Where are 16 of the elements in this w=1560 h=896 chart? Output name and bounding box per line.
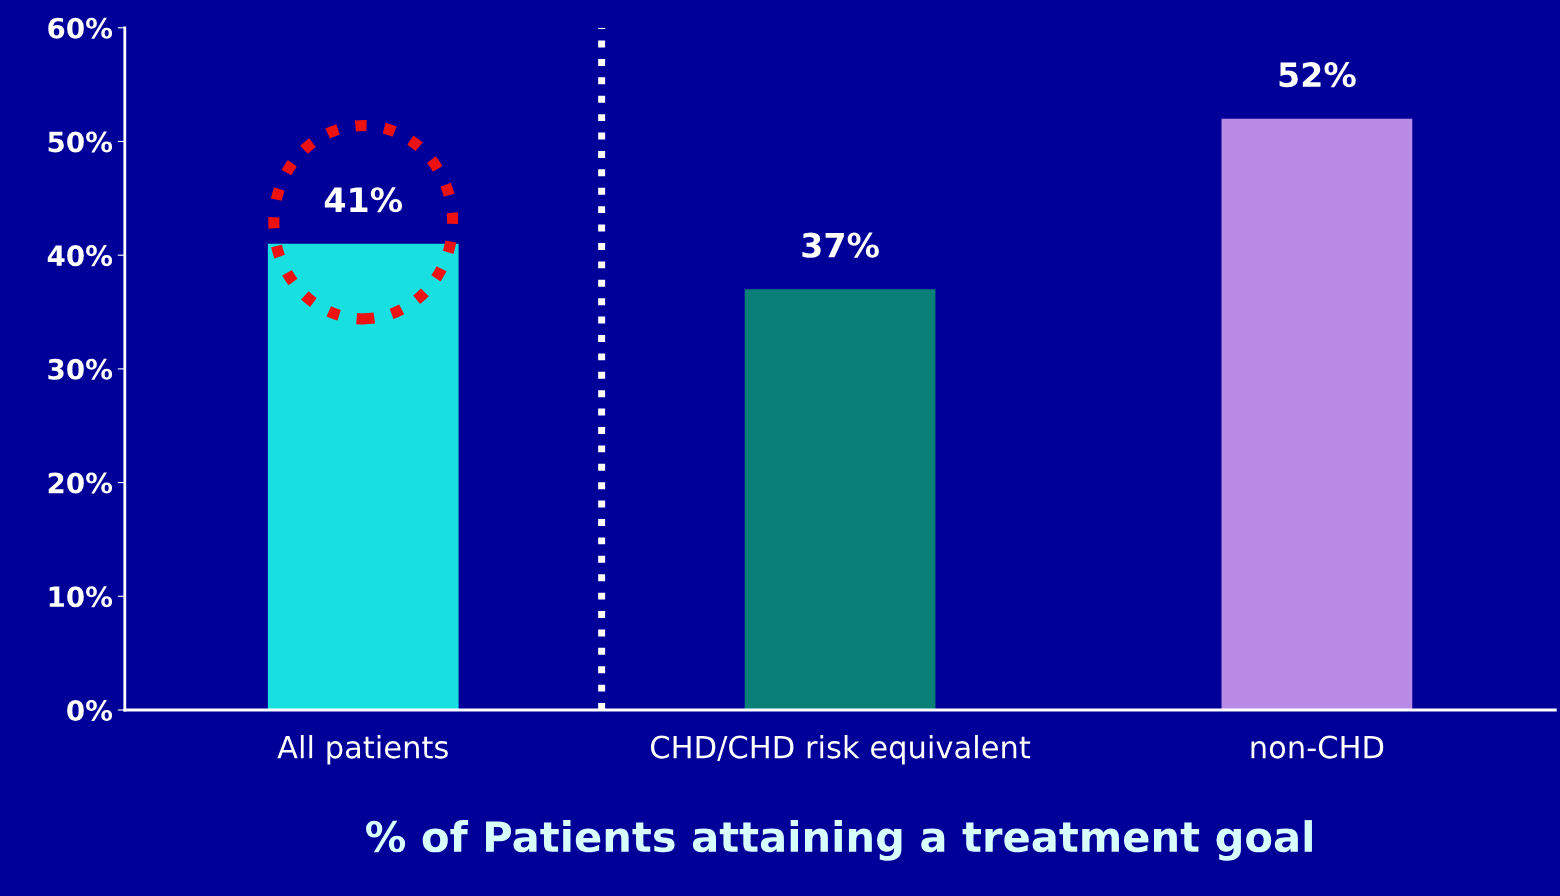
x-tick-label: All patients <box>277 734 448 765</box>
y-tick-label: 0% <box>67 699 113 721</box>
data-label: 52% <box>1279 62 1356 88</box>
y-tick-label: 50% <box>48 131 113 153</box>
y-tick-label: 30% <box>48 358 113 380</box>
x-axis-title: % of Patients attaining a treatment goal <box>366 820 1312 861</box>
y-tick-label: 40% <box>47 245 113 267</box>
data-label: 37% <box>802 232 879 258</box>
x-tick-label: CHD/CHD risk equivalent <box>651 734 1031 765</box>
bar <box>744 289 936 710</box>
data-label: 41% <box>324 187 403 213</box>
bar <box>1221 118 1413 710</box>
y-tick-label: 10% <box>49 586 113 608</box>
y-tick-label: 20% <box>48 472 113 494</box>
x-tick-label: non-CHD <box>1251 735 1384 759</box>
y-tick-label: 60% <box>48 17 113 39</box>
